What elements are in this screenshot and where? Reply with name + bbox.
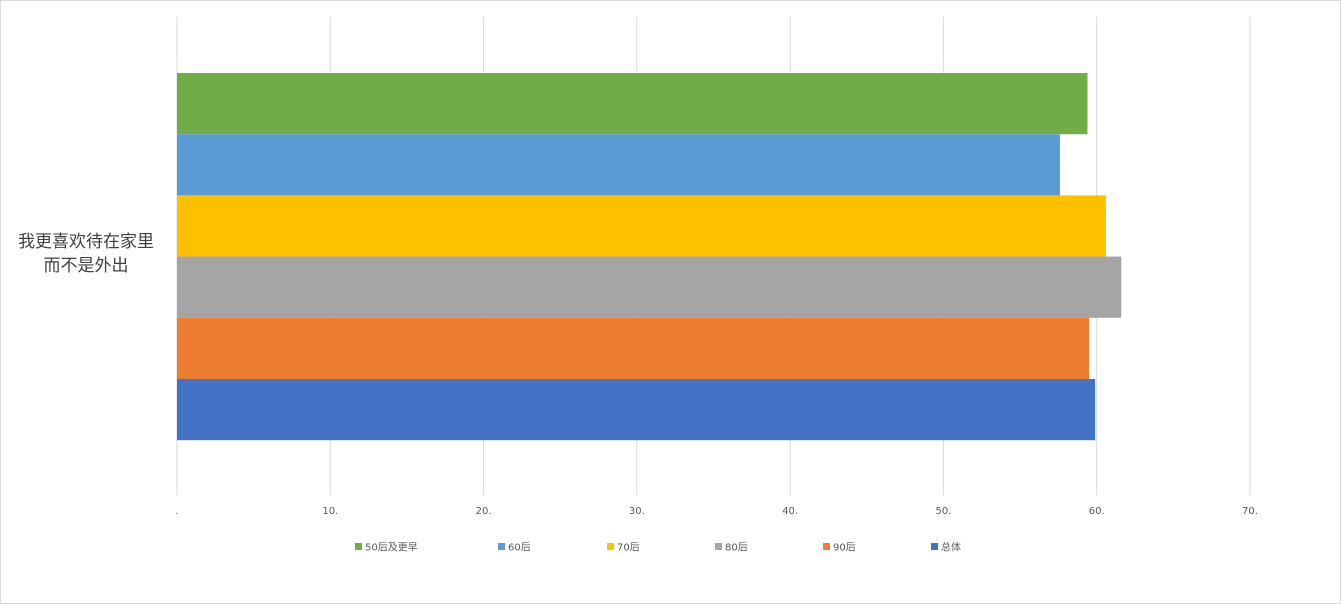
x-tick-label-50: 50. xyxy=(935,506,951,517)
legend-label-70后: 70后 xyxy=(617,542,640,554)
legend-label-80后: 80后 xyxy=(725,542,748,554)
x-tick-label-20: 20. xyxy=(476,506,492,517)
legend-swatch-60后 xyxy=(498,543,505,550)
x-tick-label-0: . xyxy=(175,506,178,517)
x-tick-label-40: 40. xyxy=(782,506,798,517)
x-tick-label-30: 30. xyxy=(629,506,645,517)
category-label: 我更喜欢待在家里 而不是外出 xyxy=(1,230,171,278)
legend-label-50后及更早: 50后及更早 xyxy=(365,542,418,554)
legend-swatch-80后 xyxy=(715,543,722,550)
legend-label-总体: 总体 xyxy=(941,541,961,554)
bar-总体 xyxy=(177,379,1096,441)
x-tick-label-60: 60. xyxy=(1089,506,1105,517)
bar-90后 xyxy=(177,317,1090,379)
legend-swatch-总体 xyxy=(931,543,938,550)
category-label-line-2: 而不是外出 xyxy=(43,256,129,276)
legend-swatch-70后 xyxy=(607,543,614,550)
legend-label-60后: 60后 xyxy=(508,542,531,554)
bar-80后 xyxy=(177,256,1122,318)
bar-60后 xyxy=(177,134,1060,196)
bar-70后 xyxy=(177,195,1106,257)
category-label-line-1: 我更喜欢待在家里 xyxy=(18,232,154,252)
x-tick-label-70: 70. xyxy=(1242,506,1258,517)
x-tick-label-10: 10. xyxy=(322,506,338,517)
legend-swatch-90后 xyxy=(823,543,830,550)
legend-label-90后: 90后 xyxy=(833,542,856,554)
legend-swatch-50后及更早 xyxy=(355,543,362,550)
bar-50后及更早 xyxy=(177,73,1088,135)
